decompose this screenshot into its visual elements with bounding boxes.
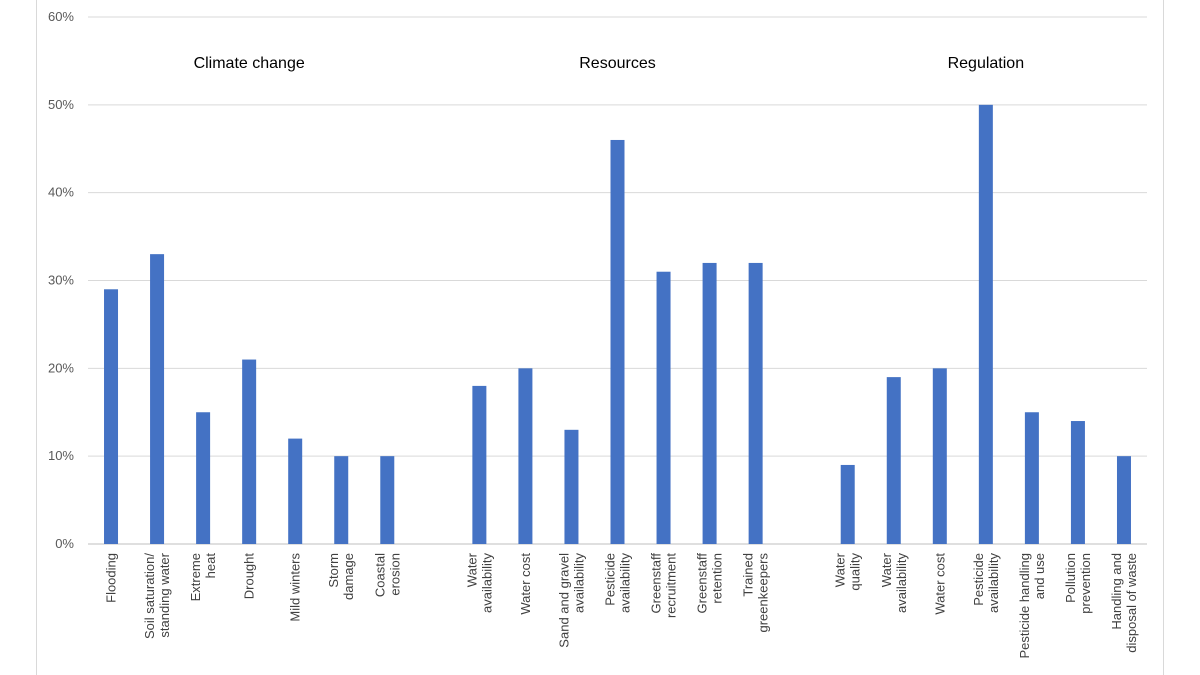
bar [840, 464, 855, 544]
category-label: Handling anddisposal of waste [1109, 553, 1139, 653]
category-label: Waterquality [833, 552, 863, 590]
y-tick-label: 40% [48, 185, 74, 200]
bar [150, 254, 165, 544]
bar [978, 104, 993, 544]
category-label-line: Water [464, 552, 479, 587]
category-label-line: heat [203, 553, 218, 579]
category-label-line: availability [986, 553, 1001, 613]
category-label-line: recruitment [664, 553, 679, 618]
bar [748, 262, 763, 544]
category-label-line: Mild winters [288, 553, 303, 622]
category-label-line: prevention [1078, 553, 1093, 614]
category-label-line: availability [894, 553, 909, 613]
category-label: Flooding [104, 553, 119, 603]
category-label: Greenstaffretention [695, 553, 725, 614]
category-label-line: Pesticide handling [1017, 553, 1032, 659]
category-label-line: Handling and [1109, 553, 1124, 630]
bar [1070, 421, 1085, 544]
category-label: Stormdamage [326, 553, 356, 600]
category-label-line: Sand and gravel [556, 553, 571, 648]
category-label-line: Water [833, 552, 848, 587]
category-label: Trainedgreenkeepers [741, 553, 771, 633]
bar [380, 456, 395, 544]
category-label-line: Water [879, 552, 894, 587]
category-label-line: standing water [157, 552, 172, 637]
chart-frame [36, 0, 1164, 675]
category-label: Water cost [932, 553, 947, 615]
category-label: Mild winters [288, 553, 303, 622]
bar [702, 262, 717, 544]
category-label-line: disposal of waste [1124, 553, 1139, 653]
category-label-line: quality [848, 553, 863, 591]
category-label-line: Coastal [372, 553, 387, 597]
category-label: Coastalerosion [372, 553, 402, 597]
bar [334, 456, 349, 544]
group-title: Climate change [194, 55, 305, 72]
category-label-line: Pesticide [971, 553, 986, 606]
category-label-line: and use [1032, 553, 1047, 599]
category-label: Wateravailability [464, 552, 494, 613]
group-title: Resources [579, 55, 655, 72]
group-title: Regulation [948, 55, 1025, 72]
category-label-line: damage [341, 553, 356, 600]
y-tick-label: 20% [48, 360, 74, 375]
category-label: Greenstaffrecruitment [649, 553, 679, 618]
y-tick-label: 0% [55, 536, 74, 551]
category-label-line: availability [618, 553, 633, 613]
y-tick-label: 60% [48, 9, 74, 24]
bar [1024, 412, 1039, 544]
bar [518, 368, 533, 544]
category-label-line: Greenstaff [695, 553, 710, 614]
category-label-line: retention [710, 553, 725, 604]
bar [196, 412, 211, 544]
category-label-line: Greenstaff [649, 553, 664, 614]
category-label-line: Pesticide [603, 553, 618, 606]
category-label-line: Water cost [518, 553, 533, 615]
bar [886, 377, 901, 544]
category-label-line: Water cost [932, 553, 947, 615]
category-label-line: Storm [326, 553, 341, 588]
category-label: Extremeheat [188, 553, 218, 602]
category-label: Pollutionprevention [1063, 553, 1093, 614]
y-tick-label: 30% [48, 273, 74, 288]
category-label: Drought [242, 553, 257, 600]
category-label-line: erosion [387, 553, 402, 596]
category-label-line: Drought [242, 553, 257, 600]
bar [610, 139, 625, 544]
category-label: Soil saturation/standing water [142, 552, 172, 639]
category-label: Wateravailability [879, 552, 909, 613]
bar [288, 438, 303, 544]
y-tick-label: 10% [48, 448, 74, 463]
category-label-line: availability [479, 553, 494, 613]
category-label-line: Flooding [104, 553, 119, 603]
category-label-line: Pollution [1063, 553, 1078, 603]
bar [104, 289, 119, 544]
bar [564, 429, 579, 544]
category-label: Pesticideavailability [603, 553, 633, 613]
bar [1116, 456, 1131, 544]
category-label-line: Trained [741, 553, 756, 597]
category-label: Pesticide handlingand use [1017, 553, 1047, 659]
bar [932, 368, 947, 544]
category-label-line: Extreme [188, 553, 203, 601]
category-label-line: Soil saturation/ [142, 553, 157, 639]
category-label-line: greenkeepers [756, 553, 771, 633]
bar [472, 385, 487, 544]
bar [656, 271, 671, 544]
category-label-line: availability [571, 553, 586, 613]
category-label: Pesticideavailability [971, 553, 1001, 613]
y-tick-label: 50% [48, 97, 74, 112]
category-label: Sand and gravelavailability [556, 553, 586, 648]
bar [242, 359, 257, 544]
category-label: Water cost [518, 553, 533, 615]
